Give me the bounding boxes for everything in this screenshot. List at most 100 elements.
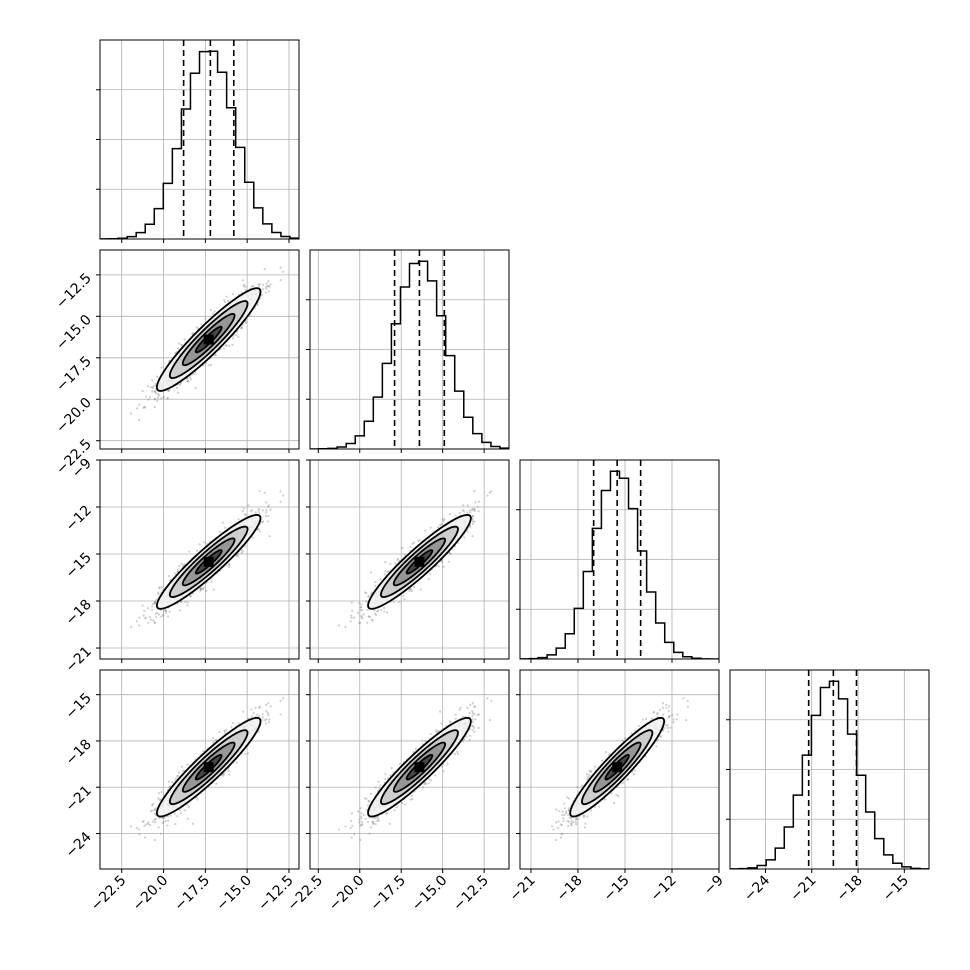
sample-point [486, 494, 489, 497]
sample-point [144, 823, 148, 826]
sample-point [440, 560, 443, 563]
sample-point [148, 823, 152, 827]
sample-point [241, 510, 245, 513]
sample-point [242, 285, 246, 288]
sample-point [471, 535, 474, 538]
histogram-panel [306, 249, 510, 453]
sample-point [266, 520, 269, 523]
sample-point [159, 798, 162, 801]
sample-point [154, 612, 157, 615]
sample-point [186, 601, 189, 604]
density-contour [194, 325, 223, 354]
density-contour [367, 513, 472, 610]
sample-point [167, 389, 170, 392]
sample-point [265, 710, 268, 713]
sample-point [129, 412, 133, 415]
ytick-label: −17.5 [53, 353, 95, 395]
sample-point [242, 710, 245, 713]
sample-point [471, 520, 475, 523]
sample-point [154, 392, 157, 395]
sample-point [462, 510, 466, 513]
sample-point [160, 366, 163, 369]
sample-point [191, 332, 194, 336]
sample-point [279, 490, 282, 493]
sample-point [267, 290, 271, 293]
sample-point [177, 342, 181, 345]
sample-point [419, 588, 422, 591]
density-contour [155, 287, 262, 392]
sample-point [244, 321, 248, 325]
sample-point [158, 587, 161, 590]
sample-point [442, 519, 445, 523]
ytick-label: −15.0 [53, 312, 95, 354]
panel-frame [99, 39, 300, 240]
sample-point [186, 377, 189, 380]
sample-point [223, 299, 226, 302]
sample-point [160, 790, 163, 794]
sample-point [162, 614, 165, 617]
sample-point [199, 588, 202, 591]
sample-point [135, 826, 139, 830]
sample-point [231, 721, 235, 725]
sample-point [260, 294, 264, 297]
sample-point [166, 615, 170, 618]
sample-point [186, 817, 189, 820]
sample-point [153, 602, 156, 605]
sample-point [387, 570, 390, 573]
scatter-panel: −22.5 −20.0 −17.5 −15.0 −12.5−24−21−18−15 [63, 669, 300, 914]
sample-point [205, 542, 208, 545]
sample-point [179, 812, 183, 815]
sample-point [177, 771, 181, 774]
sample-point [261, 716, 265, 719]
sample-point [148, 396, 152, 399]
sample-point [350, 616, 353, 619]
sample-point [210, 580, 213, 583]
sample-point [155, 598, 159, 601]
sample-point [154, 807, 157, 810]
sample-point [153, 600, 157, 603]
sample-point [166, 389, 170, 392]
sample-point [268, 535, 271, 538]
sample-point [230, 725, 233, 728]
sample-point [207, 364, 210, 367]
sample-point [141, 820, 144, 824]
sample-point [282, 494, 285, 497]
sample-point [183, 338, 186, 341]
sample-point [526, 468, 528, 470]
sample-point [257, 285, 261, 288]
sample-point [252, 285, 255, 288]
sample-point [362, 613, 365, 616]
sample-point [403, 553, 407, 556]
sample-point [209, 309, 213, 312]
sample-point [186, 763, 189, 766]
sample-point [473, 508, 476, 511]
sample-point [409, 588, 412, 591]
sample-point [178, 383, 181, 386]
sample-point [176, 774, 180, 777]
sample-point [138, 616, 141, 619]
sample-point [471, 522, 474, 525]
sample-point [182, 769, 185, 772]
sample-point [147, 621, 150, 624]
sample-point [244, 513, 247, 516]
sample-point [258, 530, 262, 533]
sample-point [473, 489, 476, 493]
sample-point [359, 605, 363, 609]
sample-point [224, 526, 227, 529]
sample-point [219, 530, 222, 533]
sample-point [164, 611, 167, 614]
sample-point [251, 536, 254, 539]
sample-point [257, 714, 261, 718]
sample-point [224, 344, 227, 347]
sample-point [159, 615, 163, 618]
sample-point [157, 791, 161, 795]
sample-point [454, 514, 457, 517]
sample-point [473, 509, 476, 512]
sample-point [176, 570, 179, 573]
sample-point [250, 285, 254, 288]
sample-point [241, 550, 245, 553]
sample-point [254, 511, 257, 514]
sample-point [199, 586, 203, 590]
sample-point [490, 490, 493, 493]
density-contour [168, 300, 249, 380]
